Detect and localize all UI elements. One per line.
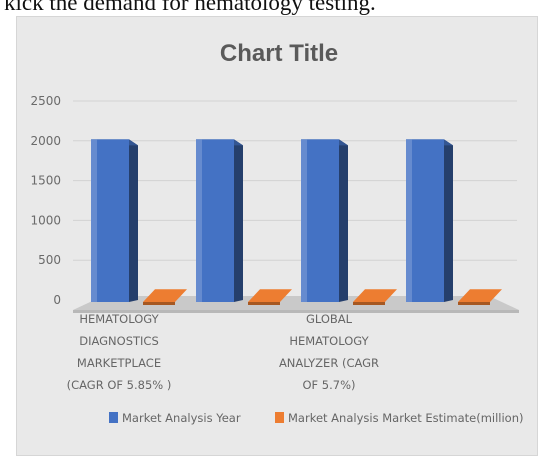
- legend-label: Market Analysis Market Estimate(million): [288, 411, 524, 425]
- y-axis: 0 500 1000 1500 2000 2500: [30, 94, 61, 307]
- legend-entry: Market Analysis Market Estimate(million): [275, 411, 524, 425]
- bar: [406, 139, 453, 302]
- x-axis-categories: HEMATOLOGY DIAGNOSTICS MARKETPLACE (CAGR OF…: [67, 312, 379, 392]
- y-tick-label: 2500: [30, 94, 61, 108]
- legend-swatch: [109, 412, 118, 423]
- top-sentence-text: kick the demand for hematology testing.: [4, 0, 376, 15]
- chart-container: Chart Title 0 500 1000 1500 2000 2500 HEMATOL…: [16, 16, 538, 456]
- y-tick-label: 0: [53, 293, 61, 307]
- legend-swatch: [275, 412, 284, 423]
- floor-edge: [73, 310, 519, 313]
- y-tick-label: 1500: [30, 174, 61, 188]
- bar: [353, 289, 397, 305]
- y-tick-label: 500: [38, 253, 61, 267]
- bar: [143, 289, 187, 305]
- bar: [301, 139, 348, 302]
- y-tick-label: 2000: [30, 134, 61, 148]
- bar: [196, 139, 243, 302]
- bars: [91, 139, 502, 305]
- bar: [91, 139, 138, 302]
- y-tick-label: 1000: [30, 213, 61, 227]
- x-category-label: GLOBAL HEMATOLOGY ANALYZER (CAGR OF 5.7%): [279, 312, 379, 392]
- legend-label: Market Analysis Year: [122, 411, 241, 425]
- x-category-label: HEMATOLOGY DIAGNOSTICS MARKETPLACE (CAGR OF…: [67, 312, 172, 392]
- bar: [458, 289, 502, 305]
- chart-title: Chart Title: [220, 40, 338, 67]
- legend: Market Analysis Year Market Analysis Mark…: [109, 411, 524, 425]
- bar: [248, 289, 292, 305]
- bar-chart-3d: Chart Title 0 500 1000 1500 2000 2500 HEMATOL…: [30, 40, 524, 425]
- legend-entry: Market Analysis Year: [109, 411, 241, 425]
